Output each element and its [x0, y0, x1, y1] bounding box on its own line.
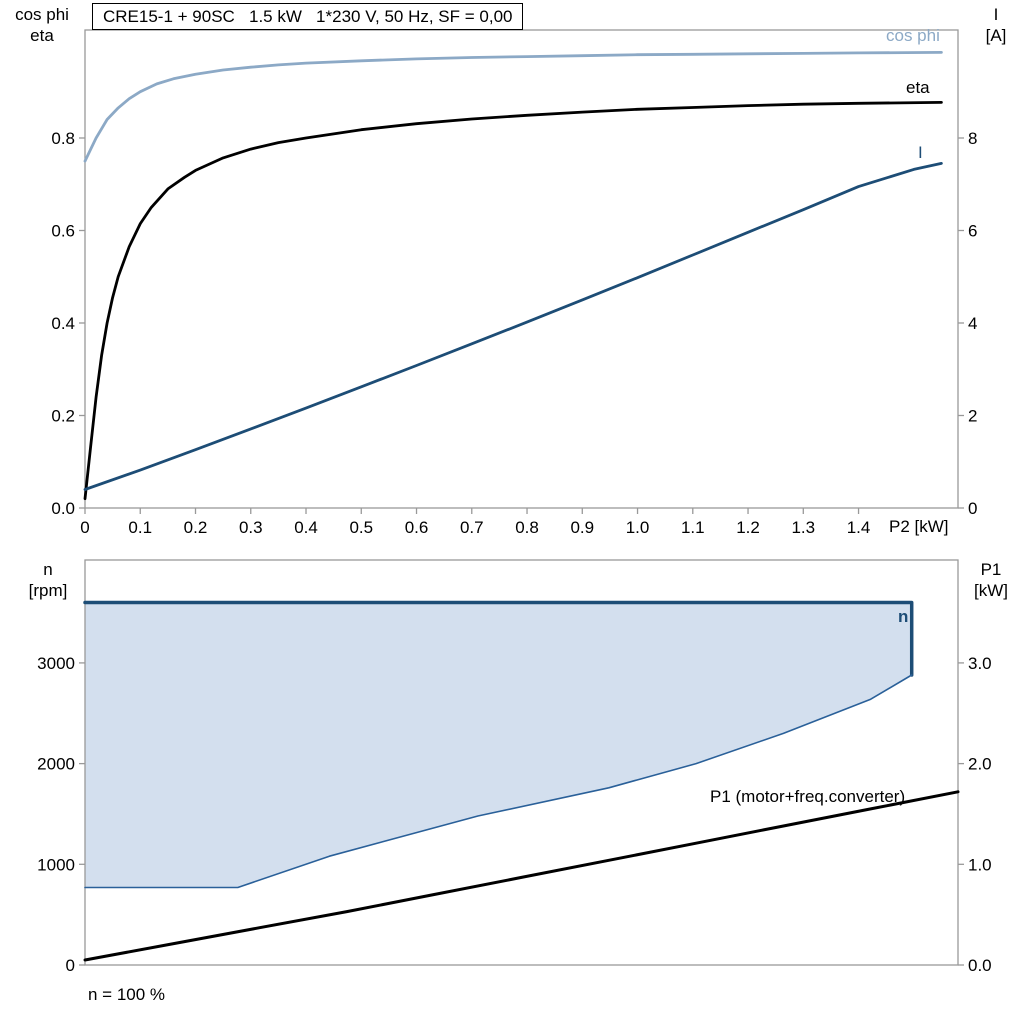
svg-text:1.3: 1.3 — [791, 518, 815, 537]
svg-text:0.6: 0.6 — [405, 518, 429, 537]
svg-text:0.8: 0.8 — [51, 129, 75, 148]
svg-text:2.0: 2.0 — [968, 755, 992, 774]
svg-text:1.0: 1.0 — [968, 855, 992, 874]
svg-text:0.1: 0.1 — [128, 518, 152, 537]
axis-label-current: I — [993, 5, 999, 24]
svg-text:4: 4 — [968, 314, 977, 333]
bottom-right-axis-title: P1 [kW] — [962, 559, 1020, 601]
cos-phi-curve-label: cos phi — [886, 26, 940, 45]
svg-text:2: 2 — [968, 406, 977, 425]
svg-text:3.0: 3.0 — [968, 654, 992, 673]
current-curve-label: I — [918, 143, 923, 162]
svg-text:0.5: 0.5 — [349, 518, 373, 537]
svg-text:6: 6 — [968, 221, 977, 240]
p1-curve-label: P1 (motor+freq.converter) — [710, 787, 906, 806]
axis-label-ampere-unit: [A] — [985, 26, 1007, 45]
svg-text:0: 0 — [80, 518, 89, 537]
svg-text:0.4: 0.4 — [294, 518, 318, 537]
svg-text:0.6: 0.6 — [51, 221, 75, 240]
bottom-left-axis-title: n [rpm] — [14, 559, 82, 601]
chart-title: CRE15-1 + 90SC 1.5 kW 1*230 V, 50 Hz, SF… — [92, 3, 524, 30]
x-axis-label-p2: P2 [kW] — [889, 517, 949, 536]
svg-text:8: 8 — [968, 129, 977, 148]
eta-curve-label: eta — [906, 78, 930, 97]
svg-text:0.3: 0.3 — [239, 518, 263, 537]
axis-label-eta: eta — [30, 26, 54, 45]
svg-text:0.7: 0.7 — [460, 518, 484, 537]
svg-text:0.9: 0.9 — [570, 518, 594, 537]
svg-text:0.2: 0.2 — [184, 518, 208, 537]
svg-text:0: 0 — [968, 499, 977, 518]
svg-text:3000: 3000 — [37, 654, 75, 673]
svg-text:1.0: 1.0 — [626, 518, 650, 537]
speed-percentage-note: n = 100 % — [88, 985, 166, 1004]
svg-text:0.8: 0.8 — [515, 518, 539, 537]
axis-label-cos-phi: cos phi — [15, 5, 69, 24]
svg-text:0: 0 — [66, 956, 75, 975]
axis-label-kw-unit: [kW] — [974, 581, 1008, 600]
svg-text:0.2: 0.2 — [51, 406, 75, 425]
svg-text:0.0: 0.0 — [968, 956, 992, 975]
svg-text:1.2: 1.2 — [736, 518, 760, 537]
svg-text:0.0: 0.0 — [51, 499, 75, 518]
speed-curve-label: n — [898, 607, 909, 626]
axis-label-rpm-unit: [rpm] — [28, 581, 68, 600]
svg-text:2000: 2000 — [37, 755, 75, 774]
top-right-axis-title: I [A] — [974, 4, 1018, 46]
svg-text:0.4: 0.4 — [51, 314, 75, 333]
svg-text:1000: 1000 — [37, 855, 75, 874]
top-left-axis-title: cos phi eta — [6, 4, 78, 46]
svg-text:1.1: 1.1 — [681, 518, 705, 537]
svg-text:1.4: 1.4 — [847, 518, 871, 537]
axis-label-n: n — [43, 560, 53, 579]
axis-label-p1: P1 — [980, 560, 1002, 579]
